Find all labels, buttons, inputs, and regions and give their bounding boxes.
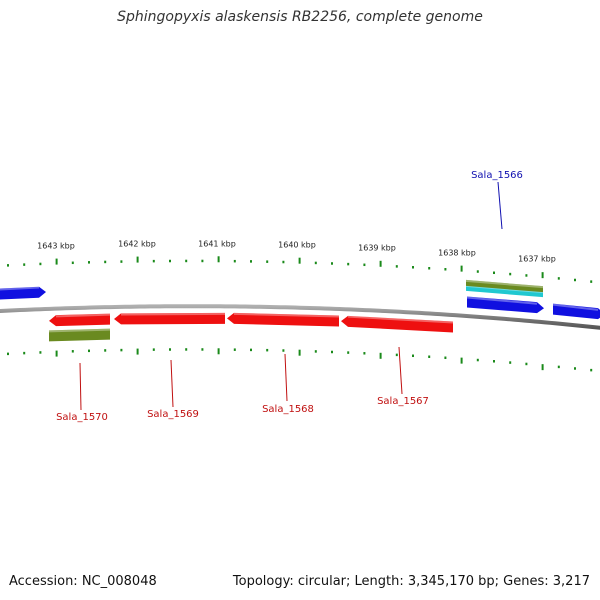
gene-label[interactable]: Sala_1567	[377, 396, 429, 407]
gene-sala-1566-highlight	[466, 296, 538, 305]
gene-sala-1567[interactable]	[341, 315, 453, 333]
genome-summary: Topology: circular; Length: 3,345,170 bp…	[232, 574, 590, 589]
gene-label[interactable]: Sala_1569	[147, 409, 199, 420]
gene-label-leader	[284, 353, 288, 402]
gene-sala-1566[interactable]	[467, 296, 544, 314]
gene-forward-right-highlight	[552, 303, 599, 311]
ruler-ticks-inner	[7, 348, 593, 372]
ruler-ticks-outer	[7, 256, 593, 283]
ruler-labels: 1643 kbp 1642 kbp 1641 kbp 1640 kbp 1639 kbp…	[37, 239, 556, 263]
ruler-label: 1637 kbp	[518, 255, 556, 264]
gene-forward-left-highlight	[0, 286, 40, 291]
ruler-label: 1643 kbp	[37, 242, 75, 251]
misc-feature-1566[interactable]	[466, 284, 543, 298]
gene-sala-1570-highlight	[55, 313, 111, 318]
ruler-label: 1641 kbp	[198, 239, 236, 248]
gene-forward-left[interactable]	[0, 286, 46, 300]
rna-feature-1566[interactable]	[466, 279, 543, 293]
rna-feature-1570[interactable]	[49, 328, 110, 342]
gene-label-leader	[79, 362, 82, 411]
accession-text: Accession: NC_008048	[9, 574, 157, 589]
gene-label[interactable]: Sala_1568	[262, 404, 314, 415]
rna-feature-1566-highlight	[465, 279, 544, 289]
gene-sala-1569[interactable]	[114, 312, 225, 325]
gene-label-leader	[398, 346, 403, 395]
rna-feature-1570-highlight	[48, 328, 111, 333]
ruler-label: 1638 kbp	[438, 248, 476, 257]
map-title: Sphingopyxis alaskensis RB2256, complete…	[117, 9, 483, 25]
gene-label[interactable]: Sala_1570	[56, 412, 108, 423]
gene-label-leader	[170, 359, 174, 408]
gene-sala-1568-highlight	[233, 312, 340, 318]
gene-sala-1569-highlight	[120, 312, 226, 316]
gene-label-leader	[497, 181, 503, 230]
gene-sala-1568[interactable]	[227, 312, 339, 327]
gene-forward-right[interactable]	[553, 303, 600, 320]
gene-labels: Sala_1566 Sala_1567 Sala_1568 Sala_1569 Sala…	[56, 170, 523, 423]
gene-features	[0, 279, 600, 342]
gene-label[interactable]: Sala_1566	[471, 170, 523, 181]
gene-sala-1567-highlight	[347, 315, 454, 324]
gene-sala-1570[interactable]	[49, 313, 110, 327]
ruler-label: 1642 kbp	[118, 240, 156, 249]
ruler-label: 1639 kbp	[358, 244, 396, 253]
genome-backbone	[0, 304, 600, 330]
ruler-label: 1640 kbp	[278, 241, 316, 250]
